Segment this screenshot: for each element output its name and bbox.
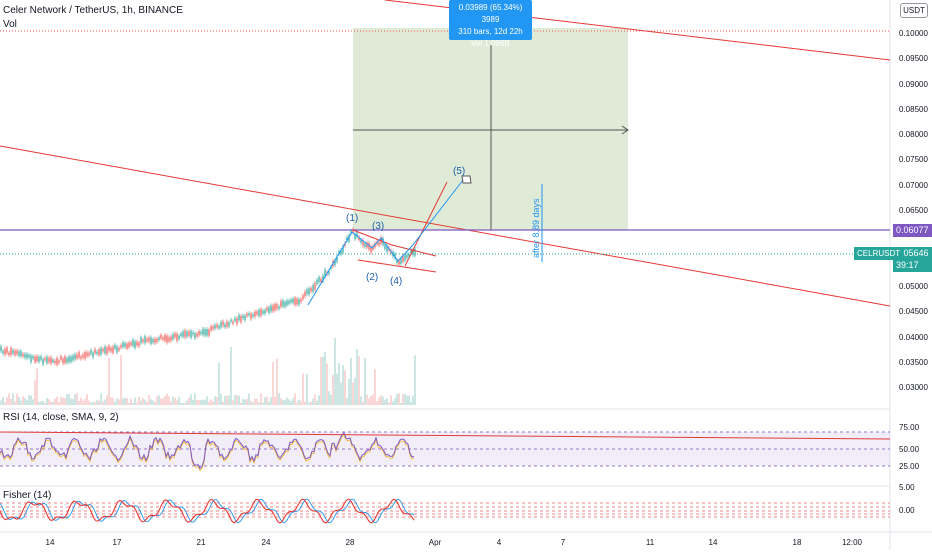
price-tick: 0.08500 bbox=[899, 105, 928, 114]
time-axis[interactable]: 14 17 21 24 28 Apr 4 7 11 14 18 12:00 bbox=[46, 538, 863, 547]
rsi-tick: 75.00 bbox=[899, 423, 920, 432]
price-tick: 0.07000 bbox=[899, 181, 928, 190]
wave-label-2: (2) bbox=[366, 272, 378, 283]
price-tick: 0.04500 bbox=[899, 307, 928, 316]
annotation-text: after 8.89 days bbox=[531, 198, 541, 258]
rsi-label: RSI (14, close, SMA, 9, 2) bbox=[3, 412, 119, 423]
symbol-tag: CELRUSDT bbox=[854, 247, 904, 260]
volume-bars bbox=[0, 338, 416, 405]
price-axis[interactable]: 0.10000 0.09500 0.09000 0.08500 0.08000 0.075… bbox=[899, 29, 928, 392]
price-tick: 0.03500 bbox=[899, 358, 928, 367]
time-tick: 12:00 bbox=[842, 538, 863, 547]
time-tick: 11 bbox=[646, 538, 655, 547]
wave-label-5: (5) bbox=[453, 166, 465, 177]
rsi-tick: 50.00 bbox=[899, 445, 920, 454]
price-tick: 0.07500 bbox=[899, 155, 928, 164]
time-tick: 14 bbox=[46, 538, 55, 547]
time-tick: 17 bbox=[113, 538, 122, 547]
price-tick: 0.06500 bbox=[899, 206, 928, 215]
price-tick: 0.05000 bbox=[899, 282, 928, 291]
time-tick: Apr bbox=[429, 538, 442, 547]
fisher-tick: 5.00 bbox=[899, 483, 915, 492]
measure-tooltip: 0.03989 (65.34%) 3989 310 bars, 12d 22h … bbox=[449, 0, 532, 48]
fisher-label: Fisher (14) bbox=[3, 490, 52, 501]
time-tick: 21 bbox=[197, 538, 206, 547]
trendline-main[interactable] bbox=[0, 145, 891, 307]
time-tick: 7 bbox=[561, 538, 566, 547]
price-tick: 0.10000 bbox=[899, 29, 928, 38]
price-candles bbox=[0, 227, 416, 367]
price-tick: 0.03000 bbox=[899, 383, 928, 392]
fisher-tick: 0.00 bbox=[899, 506, 915, 515]
price-tick: 0.09500 bbox=[899, 54, 928, 63]
wave-label-1: (1) bbox=[346, 213, 358, 224]
currency-button[interactable]: USDT bbox=[900, 3, 928, 18]
volume-label: Vol bbox=[3, 19, 17, 30]
time-tick: 28 bbox=[346, 538, 355, 547]
price-tick: 0.08000 bbox=[899, 130, 928, 139]
time-tick: 18 bbox=[793, 538, 802, 547]
time-tick: 14 bbox=[709, 538, 718, 547]
price-tick: 0.09000 bbox=[899, 80, 928, 89]
rsi-line bbox=[0, 432, 415, 472]
time-tick: 24 bbox=[262, 538, 271, 547]
fisher-line bbox=[0, 498, 415, 524]
tooltip-line-3: Vol 1.096B bbox=[471, 39, 510, 48]
rsi-tick: 25.00 bbox=[899, 462, 920, 471]
wave-label-3: (3) bbox=[372, 221, 384, 232]
tooltip-line-2: 310 bars, 12d 22h bbox=[458, 27, 523, 36]
price-tick: 0.04000 bbox=[899, 333, 928, 342]
tooltip-line-1: 0.03989 (65.34%) 3989 bbox=[458, 3, 523, 24]
level-price-tag: 0.06077 bbox=[893, 224, 932, 237]
time-tick: 4 bbox=[497, 538, 502, 547]
wave-label-4: (4) bbox=[390, 276, 402, 287]
symbol-title: Celer Network / TetherUS, 1h, BINANCE bbox=[3, 5, 183, 16]
fisher-axis: 5.00 0.00 bbox=[899, 483, 915, 515]
countdown-tag: 39:17 bbox=[893, 259, 932, 272]
rsi-axis: 75.00 50.00 25.00 bbox=[899, 423, 920, 471]
